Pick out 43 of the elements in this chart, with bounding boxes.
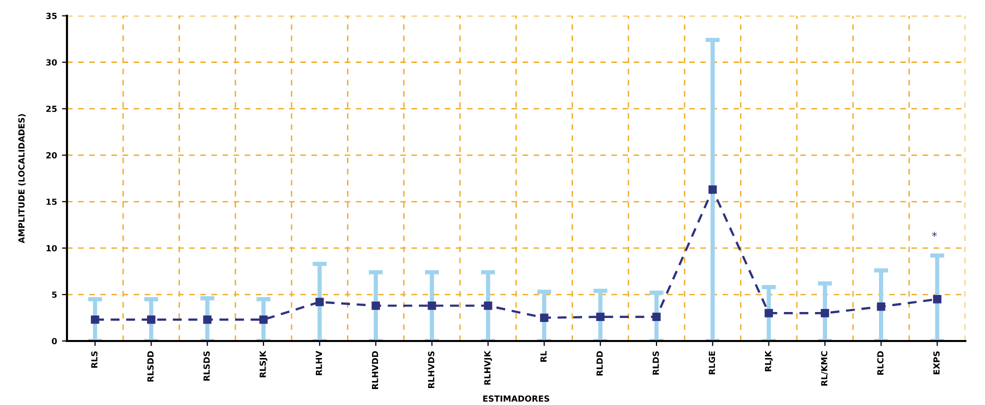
x-tick-label: RL/KMC [821, 351, 828, 386]
x-tick-label: RLSJK [260, 350, 268, 378]
point [147, 315, 156, 324]
x-tick-label: RLSDS [203, 351, 210, 381]
x-tick-label: RLHVDS [428, 351, 434, 388]
x-tick-label: RLDD [596, 351, 603, 376]
x-tick-label: RLHVJK [484, 350, 492, 385]
annotation: * [932, 232, 937, 237]
y-tick-label: 10 [46, 245, 57, 252]
point [652, 312, 661, 322]
point [540, 314, 548, 322]
x-tick-label: RLSDD [147, 351, 154, 382]
point [315, 298, 324, 306]
x-tick-label: RLCD [877, 351, 884, 375]
x-tick-label: RLHVDD [372, 351, 378, 389]
x-tick-label: RLGE [708, 351, 716, 374]
x-tick-label: RLS [91, 351, 98, 368]
point [933, 295, 942, 304]
point [764, 308, 773, 318]
y-tick-label: 25 [46, 106, 57, 112]
x-tick-label: RLHV [316, 350, 322, 376]
y-tick-label: 20 [46, 152, 57, 158]
point [259, 315, 268, 324]
point [876, 302, 886, 311]
point [90, 315, 100, 324]
point [596, 312, 605, 322]
y-tick-label: 0 [52, 338, 57, 344]
x-tick-label: RLDS [652, 351, 659, 375]
y-tick-label: 5 [52, 292, 57, 298]
y-tick-label: 35 [46, 12, 57, 20]
y-tick-label: 15 [46, 198, 57, 205]
x-tick-label: RL [540, 350, 547, 362]
point [484, 302, 492, 310]
point [708, 185, 717, 194]
x-tick-label: EXPS [933, 351, 940, 374]
point [428, 302, 436, 310]
point [820, 308, 830, 318]
x-axis-title: ESTIMADORES [483, 395, 550, 402]
y-tick-label: 30 [46, 59, 57, 66]
y-axis-title: AMPLITUDE (LOCALIDADES) [18, 114, 26, 244]
point [203, 315, 212, 324]
x-tick-label: RLJK [765, 350, 773, 372]
point [372, 302, 380, 310]
